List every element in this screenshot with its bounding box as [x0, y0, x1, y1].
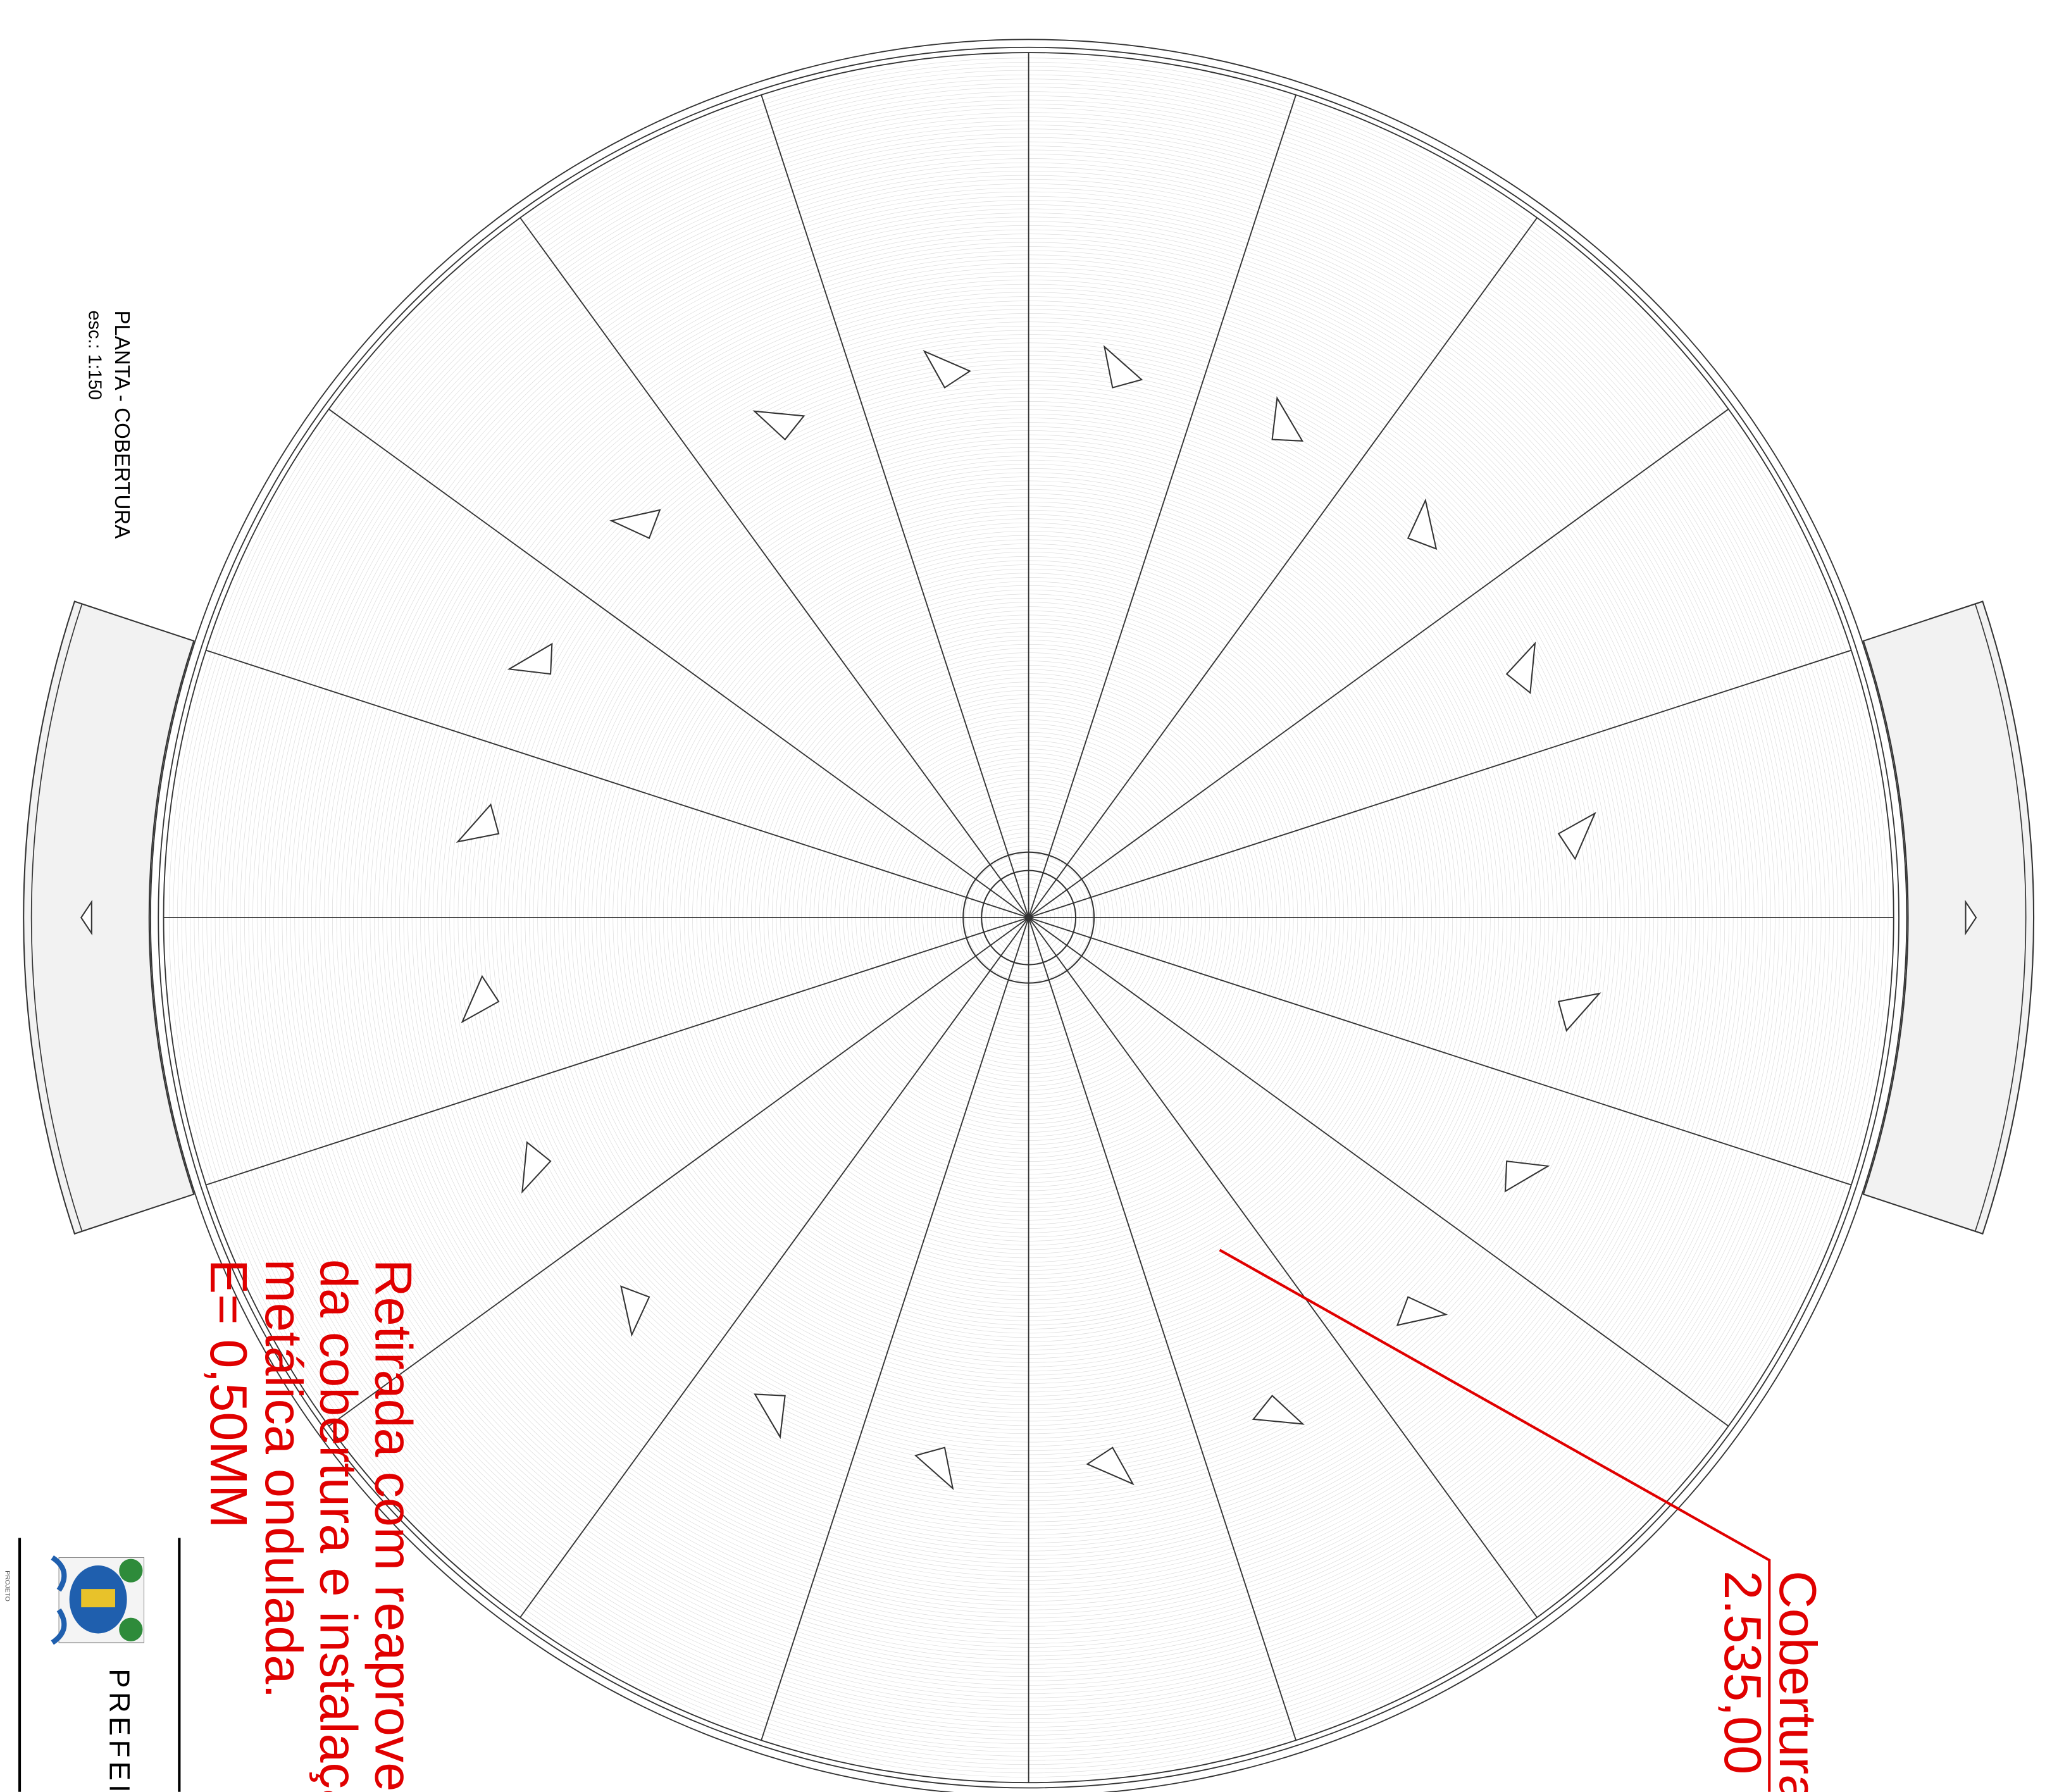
slope-arrow — [1505, 1161, 1548, 1192]
rafter — [1029, 95, 1296, 918]
drawing-title: PLANTA - COBERTURA — [110, 310, 134, 538]
rafter — [329, 409, 1029, 918]
slope-arrow — [1087, 1448, 1133, 1484]
rafter — [520, 918, 1029, 1617]
slope-arrow — [1558, 813, 1595, 859]
slope-arrow — [916, 1448, 953, 1489]
logo — [53, 1557, 144, 1642]
rafter — [1029, 918, 1729, 1426]
stamp-org: PREFEIT — [104, 1669, 136, 1792]
note-line: Retirada com reaproveitar — [364, 1259, 423, 1792]
slope-arrow — [754, 411, 804, 440]
slope-arrow — [522, 1142, 550, 1192]
rafter — [520, 218, 1029, 918]
note-line: metálica ondulada. — [254, 1259, 313, 1698]
area-label: Cobertura — [1769, 1571, 1827, 1792]
stamp-label: PROJETO — [3, 1571, 10, 1602]
area-note: Cobertura 2.535,00 m — [1713, 1571, 1827, 1792]
rafter — [1029, 918, 1538, 1617]
note-line: E= 0,50MM — [199, 1259, 258, 1528]
rafter — [1029, 218, 1538, 918]
slope-arrow — [924, 351, 970, 387]
note-line: da cobertura e instalação — [309, 1259, 368, 1792]
area-value: 2.535,00 m — [1713, 1571, 1772, 1792]
roof-plan: PLANTA - COBERTURA esc.: 1:150 Retirada … — [0, 0, 2052, 1792]
slope-arrow — [1507, 644, 1535, 693]
rafter — [329, 918, 1029, 1426]
rafter — [1029, 409, 1729, 918]
stamp: PROJETO PREFEIT — [3, 1538, 179, 1792]
drawing-scale: esc.: 1:150 — [85, 310, 105, 400]
slope-arrow — [1272, 398, 1303, 441]
page: {"drawing":{"title":"PLANTA - COBERTURA"… — [0, 0, 2052, 1792]
rafter — [761, 95, 1028, 918]
slope-arrow — [463, 976, 499, 1022]
removal-note: Retirada com reaproveitar da cobertura e… — [199, 1259, 423, 1792]
slope-arrow — [1253, 1396, 1303, 1424]
slope-arrow — [755, 1394, 785, 1437]
slope-arrow — [509, 644, 552, 675]
